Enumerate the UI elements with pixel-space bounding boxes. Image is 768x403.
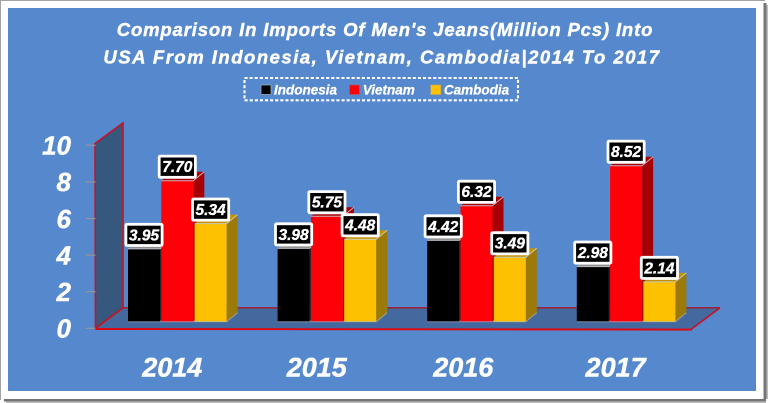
svg-text:3.49: 3.49 <box>495 236 526 253</box>
svg-text:2014: 2014 <box>141 353 202 383</box>
svg-text:8: 8 <box>57 167 72 197</box>
svg-text:2.14: 2.14 <box>643 260 675 277</box>
svg-text:4: 4 <box>56 240 72 270</box>
svg-text:2017: 2017 <box>585 353 648 383</box>
svg-text:2: 2 <box>56 277 72 307</box>
svg-text:4.42: 4.42 <box>427 219 459 236</box>
svg-text:Comparison In Imports Of Men's: Comparison In Imports Of Men's Jeans(Mil… <box>117 19 654 40</box>
svg-text:6.32: 6.32 <box>461 184 492 201</box>
svg-text:0: 0 <box>57 314 72 344</box>
svg-text:Cambodia: Cambodia <box>444 83 510 98</box>
svg-text:7.70: 7.70 <box>162 159 193 176</box>
svg-text:5.75: 5.75 <box>312 195 343 212</box>
svg-text:4.48: 4.48 <box>344 218 376 235</box>
svg-text:5.34: 5.34 <box>196 202 227 219</box>
svg-text:USA From Indonesia, Vietnam, C: USA From Indonesia, Vietnam, Cambodia|20… <box>103 47 660 68</box>
svg-text:8.52: 8.52 <box>611 144 642 161</box>
svg-text:3.98: 3.98 <box>279 227 310 244</box>
svg-text:2.98: 2.98 <box>577 245 609 262</box>
svg-text:10: 10 <box>42 131 71 161</box>
svg-text:Vietnam: Vietnam <box>363 83 415 98</box>
svg-text:2015: 2015 <box>286 353 348 383</box>
svg-text:2016: 2016 <box>432 353 494 383</box>
svg-text:Indonesia: Indonesia <box>274 83 338 98</box>
svg-text:6: 6 <box>57 204 72 234</box>
svg-text:3.95: 3.95 <box>129 227 160 244</box>
